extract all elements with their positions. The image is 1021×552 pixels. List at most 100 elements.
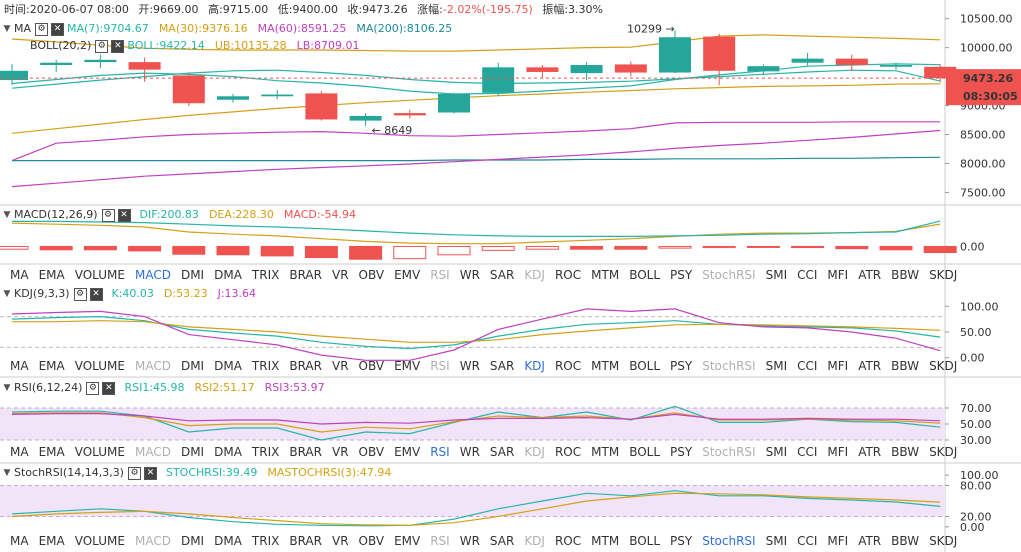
indicator-tab-cci[interactable]: CCI <box>797 534 818 548</box>
indicator-tab-kdj[interactable]: KDJ <box>524 359 545 373</box>
indicator-tab-skdj[interactable]: SKDJ <box>929 268 958 282</box>
indicator-tab-wr[interactable]: WR <box>459 268 480 282</box>
indicator-tab-psy[interactable]: PSY <box>670 534 693 548</box>
indicator-tab-obv[interactable]: OBV <box>358 268 385 282</box>
indicator-tab-skdj[interactable]: SKDJ <box>929 534 958 548</box>
indicator-tab-dma[interactable]: DMA <box>214 359 242 373</box>
indicator-tab-sar[interactable]: SAR <box>489 534 515 548</box>
indicator-tab-sar[interactable]: SAR <box>489 445 515 459</box>
indicator-tab-stochrsi[interactable]: StochRSI <box>702 534 756 548</box>
indicator-tab-macd[interactable]: MACD <box>134 534 171 548</box>
indicator-tab-sar[interactable]: SAR <box>489 268 515 282</box>
indicator-tab-wr[interactable]: WR <box>459 445 480 459</box>
settings-gear-icon[interactable]: ⚙ <box>35 22 49 36</box>
indicator-tab-macd[interactable]: MACD <box>134 359 171 373</box>
settings-gear-icon[interactable]: ⚙ <box>73 287 87 301</box>
indicator-tab-roc[interactable]: ROC <box>554 445 582 459</box>
indicator-tab-boll[interactable]: BOLL <box>629 534 661 548</box>
indicator-tab-bbw[interactable]: BBW <box>891 359 920 373</box>
indicator-tab-psy[interactable]: PSY <box>670 445 693 459</box>
indicator-tab-bbw[interactable]: BBW <box>891 534 920 548</box>
indicator-tab-mtm[interactable]: MTM <box>591 359 620 373</box>
indicator-tab-kdj[interactable]: KDJ <box>524 445 545 459</box>
indicator-tab-trix[interactable]: TRIX <box>251 445 280 459</box>
close-icon[interactable]: ✕ <box>111 39 125 53</box>
close-icon[interactable]: ✕ <box>51 22 65 36</box>
indicator-tab-brar[interactable]: BRAR <box>289 359 322 373</box>
indicator-tab-cci[interactable]: CCI <box>797 359 818 373</box>
indicator-tab-stochrsi[interactable]: StochRSI <box>702 268 756 282</box>
indicator-tab-smi[interactable]: SMI <box>765 268 788 282</box>
indicator-tab-vr[interactable]: VR <box>331 359 349 373</box>
close-icon[interactable]: ✕ <box>117 208 131 222</box>
indicator-tab-wr[interactable]: WR <box>459 359 480 373</box>
indicator-tab-psy[interactable]: PSY <box>670 359 693 373</box>
indicator-tab-emv[interactable]: EMV <box>394 534 421 548</box>
settings-gear-icon[interactable]: ⚙ <box>127 466 141 480</box>
indicator-tab-brar[interactable]: BRAR <box>289 534 322 548</box>
indicator-tab-ema[interactable]: EMA <box>38 268 65 282</box>
settings-gear-icon[interactable]: ⚙ <box>95 39 109 53</box>
indicator-tab-ma[interactable]: MA <box>10 268 29 282</box>
indicator-tab-volume[interactable]: VOLUME <box>74 359 125 373</box>
indicator-tab-atr[interactable]: ATR <box>858 359 882 373</box>
indicator-tab-boll[interactable]: BOLL <box>629 445 661 459</box>
indicator-tab-roc[interactable]: ROC <box>554 534 582 548</box>
indicator-tab-mfi[interactable]: MFI <box>827 268 849 282</box>
indicator-tab-dmi[interactable]: DMI <box>180 534 205 548</box>
collapse-caret-icon[interactable]: ▼ <box>3 24 11 34</box>
indicator-tab-macd[interactable]: MACD <box>134 268 171 282</box>
indicator-tab-smi[interactable]: SMI <box>765 534 788 548</box>
indicator-tab-stochrsi[interactable]: StochRSI <box>702 445 756 459</box>
indicator-tab-trix[interactable]: TRIX <box>251 359 280 373</box>
indicator-tab-roc[interactable]: ROC <box>554 268 582 282</box>
close-icon[interactable]: ✕ <box>102 381 116 395</box>
indicator-tab-vr[interactable]: VR <box>331 268 349 282</box>
indicator-tab-dma[interactable]: DMA <box>214 534 242 548</box>
collapse-caret-icon[interactable]: ▼ <box>3 468 11 478</box>
indicator-tab-stochrsi[interactable]: StochRSI <box>702 359 756 373</box>
settings-gear-icon[interactable]: ⚙ <box>86 381 100 395</box>
indicator-tab-obv[interactable]: OBV <box>358 534 385 548</box>
indicator-tab-wr[interactable]: WR <box>459 534 480 548</box>
indicator-tab-mfi[interactable]: MFI <box>827 534 849 548</box>
indicator-tab-rsi[interactable]: RSI <box>430 359 450 373</box>
indicator-tab-boll[interactable]: BOLL <box>629 359 661 373</box>
indicator-tab-smi[interactable]: SMI <box>765 445 788 459</box>
indicator-tab-vr[interactable]: VR <box>331 534 349 548</box>
indicator-tab-obv[interactable]: OBV <box>358 445 385 459</box>
indicator-tab-ema[interactable]: EMA <box>38 445 65 459</box>
indicator-tab-ma[interactable]: MA <box>10 359 29 373</box>
indicator-tab-psy[interactable]: PSY <box>670 268 693 282</box>
indicator-tab-volume[interactable]: VOLUME <box>74 268 125 282</box>
indicator-tab-mtm[interactable]: MTM <box>591 445 620 459</box>
indicator-tab-trix[interactable]: TRIX <box>251 268 280 282</box>
indicator-tab-ema[interactable]: EMA <box>38 534 65 548</box>
indicator-tab-cci[interactable]: CCI <box>797 445 818 459</box>
indicator-tab-obv[interactable]: OBV <box>358 359 385 373</box>
indicator-tab-atr[interactable]: ATR <box>858 445 882 459</box>
indicator-tab-cci[interactable]: CCI <box>797 268 818 282</box>
settings-gear-icon[interactable]: ⚙ <box>101 208 115 222</box>
indicator-tab-atr[interactable]: ATR <box>858 268 882 282</box>
indicator-tab-mtm[interactable]: MTM <box>591 534 620 548</box>
indicator-tab-kdj[interactable]: KDJ <box>524 268 545 282</box>
indicator-tab-emv[interactable]: EMV <box>394 445 421 459</box>
close-icon[interactable]: ✕ <box>89 287 103 301</box>
indicator-tab-volume[interactable]: VOLUME <box>74 534 125 548</box>
indicator-tab-ma[interactable]: MA <box>10 534 29 548</box>
indicator-tab-skdj[interactable]: SKDJ <box>929 359 958 373</box>
close-icon[interactable]: ✕ <box>143 466 157 480</box>
indicator-tab-skdj[interactable]: SKDJ <box>929 445 958 459</box>
indicator-tab-brar[interactable]: BRAR <box>289 268 322 282</box>
indicator-tab-smi[interactable]: SMI <box>765 359 788 373</box>
indicator-tab-trix[interactable]: TRIX <box>251 534 280 548</box>
indicator-tab-volume[interactable]: VOLUME <box>74 445 125 459</box>
indicator-tab-mtm[interactable]: MTM <box>591 268 620 282</box>
indicator-tab-mfi[interactable]: MFI <box>827 359 849 373</box>
indicator-tab-rsi[interactable]: RSI <box>430 445 450 459</box>
indicator-tab-ema[interactable]: EMA <box>38 359 65 373</box>
indicator-tab-boll[interactable]: BOLL <box>629 268 661 282</box>
indicator-tab-vr[interactable]: VR <box>331 445 349 459</box>
